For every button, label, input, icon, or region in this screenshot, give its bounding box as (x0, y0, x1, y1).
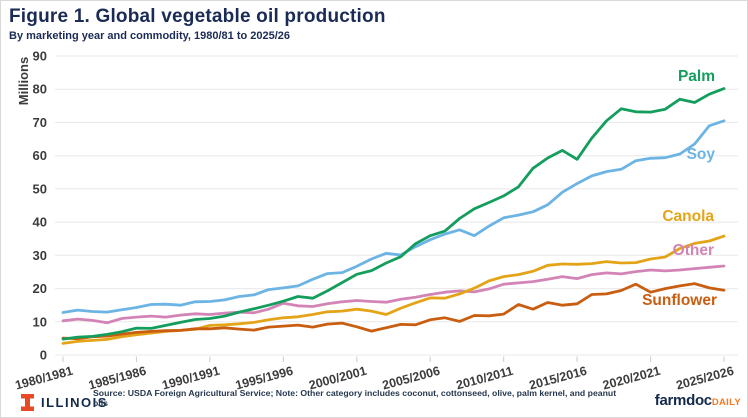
x-tick-label: 2025/2026 (675, 364, 736, 393)
y-tick-label: 0 (40, 348, 47, 363)
footer: ILLINOIS Source: USDA Foreign Agricultur… (1, 388, 747, 417)
y-tick-label: 20 (33, 281, 47, 296)
source-note-text: Source: USDA Foreign Agricultural Servic… (93, 388, 617, 408)
daily-wordmark: DAILY (711, 397, 741, 408)
chart-title: Figure 1. Global vegetable oil productio… (9, 6, 386, 27)
illinois-wordmark: ILLINOIS (41, 395, 108, 410)
series-line-other (61, 264, 726, 325)
y-tick-label: 30 (33, 248, 47, 263)
y-tick-label: 60 (33, 148, 47, 163)
series-label-soy: Soy (687, 146, 716, 163)
series-line-sunflower (61, 282, 726, 341)
y-tick-label: 50 (33, 181, 47, 196)
chart-subtitle: By marketing year and commodity, 1980/81… (9, 30, 291, 42)
chart-header: Figure 1. Global vegetable oil productio… (9, 6, 386, 42)
y-tick-label: 10 (33, 314, 47, 329)
university-of-illinois-logo: ILLINOIS (21, 394, 108, 411)
series-label-palm: Palm (678, 68, 715, 85)
series-line-soy (61, 119, 726, 314)
series-label-sunflower: Sunflower (642, 292, 717, 309)
y-axis-label: Millions (16, 57, 31, 105)
x-tick-label: 1980/1981 (14, 364, 75, 393)
farmdoc-wordmark: farmdoc (654, 392, 712, 409)
illinois-block-i-icon (21, 394, 34, 411)
y-tick-label: 40 (33, 215, 47, 230)
farmdoc-daily-logo: farmdocDAILY (655, 392, 741, 410)
y-tick-label: 70 (33, 115, 47, 130)
series-label-other: Other (673, 242, 714, 259)
series-label-canola: Canola (662, 208, 714, 225)
y-tick-label: 80 (33, 82, 47, 97)
series-line-palm (61, 87, 726, 341)
y-tick-label: 90 (33, 49, 47, 64)
